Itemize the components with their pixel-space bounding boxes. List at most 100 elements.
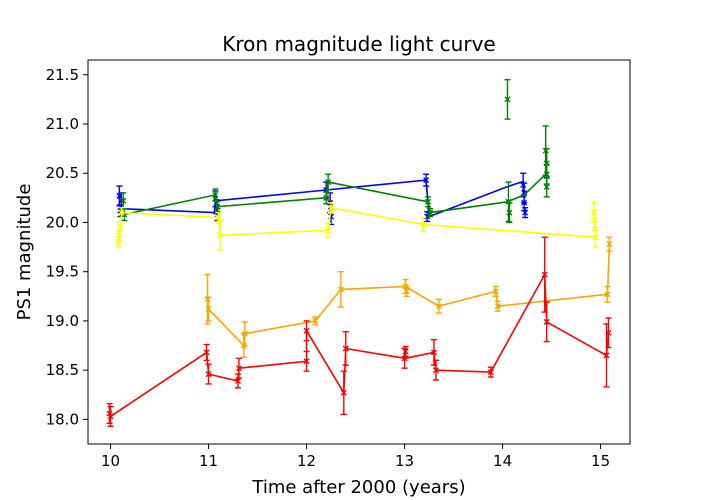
data-point — [543, 301, 550, 343]
data-point — [235, 357, 242, 379]
x-marker — [592, 234, 599, 241]
data-point — [402, 345, 409, 358]
x-marker — [342, 345, 349, 352]
x-marker — [521, 199, 528, 206]
x-axis: 10 11 12 13 14 15 — [101, 444, 610, 470]
x-marker — [606, 241, 613, 248]
x-marker — [325, 179, 332, 186]
x-marker — [328, 204, 335, 211]
x-marker — [487, 369, 494, 376]
series-line-blue — [122, 179, 525, 218]
data-point — [323, 191, 330, 205]
x-tick-label: 12 — [297, 452, 316, 470]
data-point — [303, 320, 310, 342]
x-marker — [543, 184, 550, 191]
data-point — [337, 270, 344, 308]
x-marker — [217, 232, 224, 239]
data-point — [427, 207, 434, 218]
x-marker — [420, 221, 427, 228]
data-point — [212, 188, 219, 202]
data-point — [325, 173, 332, 191]
data-point — [217, 219, 224, 251]
x-marker — [337, 286, 344, 293]
data-point — [203, 343, 210, 362]
x-marker — [427, 209, 434, 216]
x-marker — [303, 358, 310, 365]
x-marker — [506, 209, 513, 216]
data-point — [592, 226, 599, 248]
data-point — [605, 317, 612, 349]
data-point — [435, 298, 442, 314]
x-marker — [205, 371, 212, 378]
series-line-orange — [206, 244, 611, 348]
y-tick-label: 19.0 — [46, 312, 79, 330]
x-marker — [118, 209, 125, 216]
series-yellow — [115, 202, 599, 251]
x-marker — [205, 306, 212, 313]
x-marker — [403, 288, 410, 295]
y-tick-label: 20.0 — [46, 213, 79, 231]
data-point — [328, 202, 335, 214]
x-tick-label: 15 — [591, 452, 610, 470]
data-point — [340, 370, 347, 416]
data-point — [506, 202, 513, 224]
data-point — [522, 206, 529, 219]
data-point — [403, 285, 410, 298]
x-marker — [435, 303, 442, 310]
x-tick-label: 11 — [199, 452, 218, 470]
data-point — [303, 350, 310, 372]
data-point — [604, 285, 611, 303]
y-tick-label: 21.0 — [46, 115, 79, 133]
data-point — [205, 363, 212, 385]
x-marker — [604, 291, 611, 298]
y-tick-label: 18.5 — [46, 361, 79, 379]
data-point — [541, 236, 548, 313]
x-marker — [522, 209, 529, 216]
y-tick-label: 19.5 — [46, 263, 79, 281]
data-point — [234, 373, 241, 389]
x-marker — [214, 203, 221, 210]
x-marker — [504, 96, 511, 103]
data-point — [487, 366, 494, 378]
x-tick-label: 14 — [493, 452, 512, 470]
data-point — [107, 405, 114, 427]
x-marker — [605, 329, 612, 336]
x-marker — [494, 303, 501, 310]
x-marker — [492, 288, 499, 295]
data-point — [423, 173, 430, 187]
data-point — [504, 78, 511, 120]
x-marker — [340, 389, 347, 396]
x-marker — [215, 214, 222, 221]
x-axis-label: Time after 2000 (years) — [251, 477, 465, 498]
x-marker — [541, 271, 548, 278]
data-point — [118, 206, 125, 219]
data-point — [342, 331, 349, 366]
plot-frame — [87, 59, 631, 445]
y-tick-label: 20.5 — [46, 164, 79, 182]
series-green — [120, 78, 550, 224]
x-marker — [203, 349, 210, 356]
x-marker — [425, 198, 432, 205]
series-red — [106, 236, 612, 427]
x-marker — [603, 352, 610, 359]
y-axis: 18.0 18.5 19.0 19.5 20.0 20.5 21.0 21.5 — [46, 66, 88, 428]
y-axis-label: PS1 magnitude — [14, 184, 35, 321]
x-marker — [432, 367, 439, 374]
x-marker — [303, 327, 310, 334]
data-point — [325, 222, 332, 238]
x-marker — [116, 232, 123, 239]
x-marker — [117, 223, 124, 230]
x-marker — [543, 318, 550, 325]
data-point — [492, 285, 499, 298]
x-tick-label: 10 — [101, 452, 120, 470]
data-point — [432, 359, 439, 381]
x-marker — [212, 191, 219, 198]
data-point — [214, 201, 221, 213]
x-marker — [312, 317, 319, 324]
series-layer — [106, 78, 613, 427]
x-marker — [120, 197, 127, 204]
data-point — [205, 296, 212, 322]
x-tick-label: 13 — [395, 452, 414, 470]
